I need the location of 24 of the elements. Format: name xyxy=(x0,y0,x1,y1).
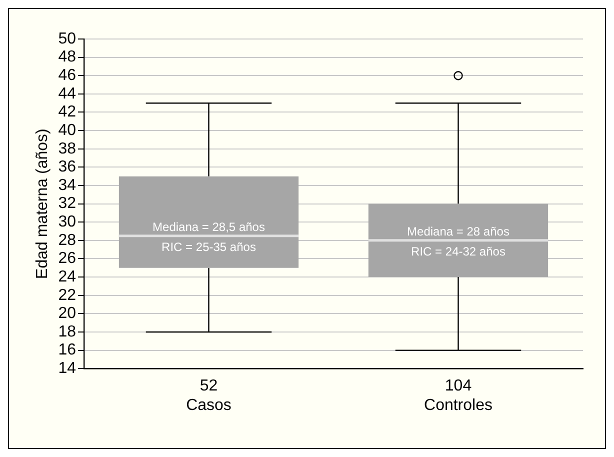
y-tick-label: 48 xyxy=(58,48,76,66)
y-tick-label: 28 xyxy=(58,232,76,249)
y-tick-label: 14 xyxy=(58,360,76,378)
y-tick-label: 32 xyxy=(58,195,76,212)
y-axis-title: Edad materna (años) xyxy=(34,128,52,279)
y-tick-label: 30 xyxy=(58,214,76,231)
annotation: Mediana = 28 años RIC = 24-32 años xyxy=(407,224,510,259)
y-tick-label: 46 xyxy=(58,67,76,84)
y-tick-label: 38 xyxy=(58,140,76,158)
y-tick-label: 34 xyxy=(58,176,76,194)
y-tick-label: 42 xyxy=(58,104,76,121)
y-tick-label: 26 xyxy=(58,250,76,268)
y-tick-label: 20 xyxy=(58,305,76,322)
y-tick-label: 44 xyxy=(58,85,76,102)
x-tick-label: 52 Casos xyxy=(186,378,232,414)
y-tick-label: 36 xyxy=(58,158,76,176)
y-tick-label: 24 xyxy=(58,268,76,286)
annotation: Mediana = 28,5 años RIC = 25-35 años xyxy=(152,220,265,254)
x-tick-label: 104 Controles xyxy=(424,378,492,414)
y-tick-label: 16 xyxy=(58,342,76,359)
y-tick-label: 40 xyxy=(58,122,76,139)
y-tick-label: 22 xyxy=(58,286,76,304)
y-tick-label: 50 xyxy=(58,30,76,48)
y-tick-label: 18 xyxy=(58,323,76,340)
